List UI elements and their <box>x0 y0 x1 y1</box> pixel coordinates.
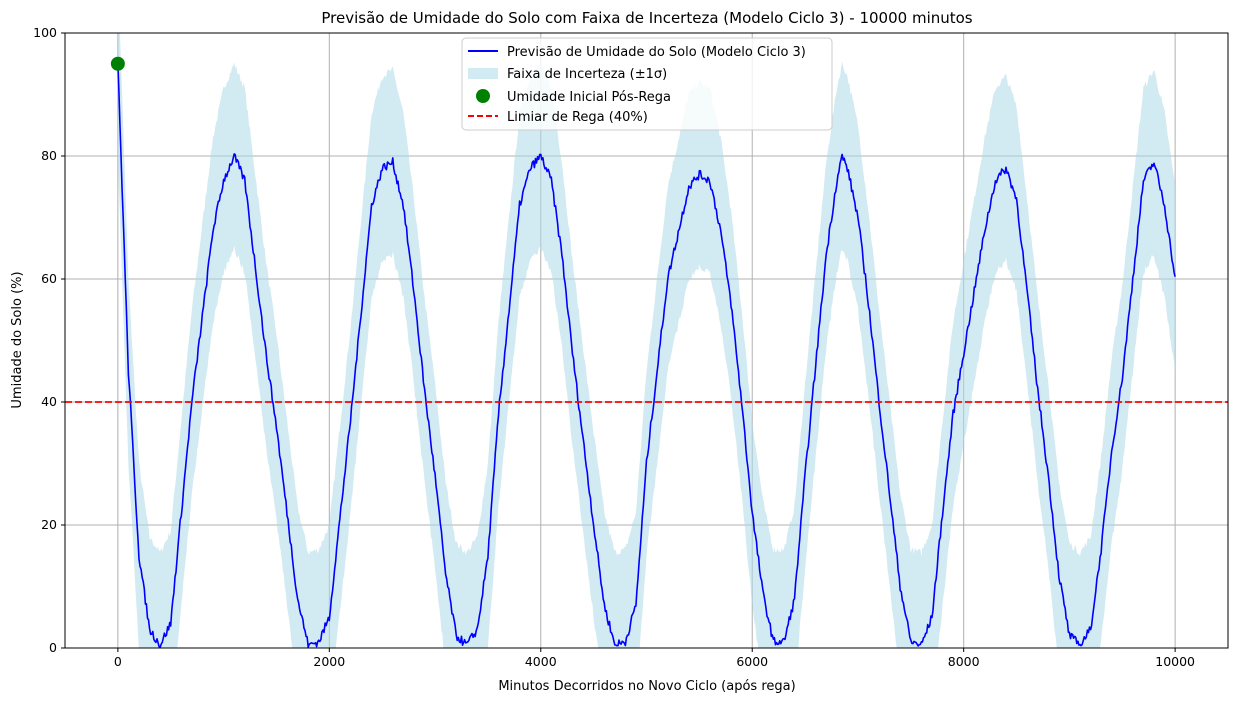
legend-label-initial: Umidade Inicial Pós-Rega <box>507 90 671 105</box>
y-tick-label: 80 <box>41 148 57 163</box>
y-axis-label: Umidade do Solo (%) <box>10 271 25 408</box>
x-tick-label: 0 <box>114 654 122 669</box>
y-tick-label: 60 <box>41 271 57 286</box>
x-axis-label: Minutos Decorridos no Novo Ciclo (após r… <box>498 679 795 694</box>
legend-marker-swatch <box>476 89 490 103</box>
y-tick-label: 20 <box>41 517 57 532</box>
x-tick-label: 4000 <box>525 654 557 669</box>
y-tick-label: 100 <box>33 25 57 40</box>
legend-label-forecast: Previsão de Umidade do Solo (Modelo Cicl… <box>507 45 806 60</box>
legend-label-threshold: Limiar de Rega (40%) <box>507 110 648 125</box>
y-tick-label: 40 <box>41 394 57 409</box>
plot-area <box>65 33 1228 648</box>
x-tick-label: 10000 <box>1155 654 1195 669</box>
x-tick-label: 6000 <box>736 654 768 669</box>
ticks: 0 2000 4000 6000 8000 10000 0 20 40 60 80 100 <box>33 25 1195 669</box>
forecast-line <box>117 63 1176 648</box>
legend: Previsão de Umidade do Solo (Modelo Cicl… <box>461 37 833 131</box>
initial-moisture-point <box>110 56 125 71</box>
chart-title: Previsão de Umidade do Solo com Faixa de… <box>321 9 972 27</box>
uncertainty-band <box>117 33 1176 648</box>
legend-band-swatch <box>468 68 498 79</box>
x-tick-label: 8000 <box>948 654 980 669</box>
legend-frame <box>461 37 833 131</box>
x-tick-label: 2000 <box>313 654 345 669</box>
legend-label-band: Faixa de Incerteza (±1σ) <box>507 67 667 82</box>
y-tick-label: 0 <box>49 640 57 655</box>
plot-frame <box>64 32 1229 649</box>
